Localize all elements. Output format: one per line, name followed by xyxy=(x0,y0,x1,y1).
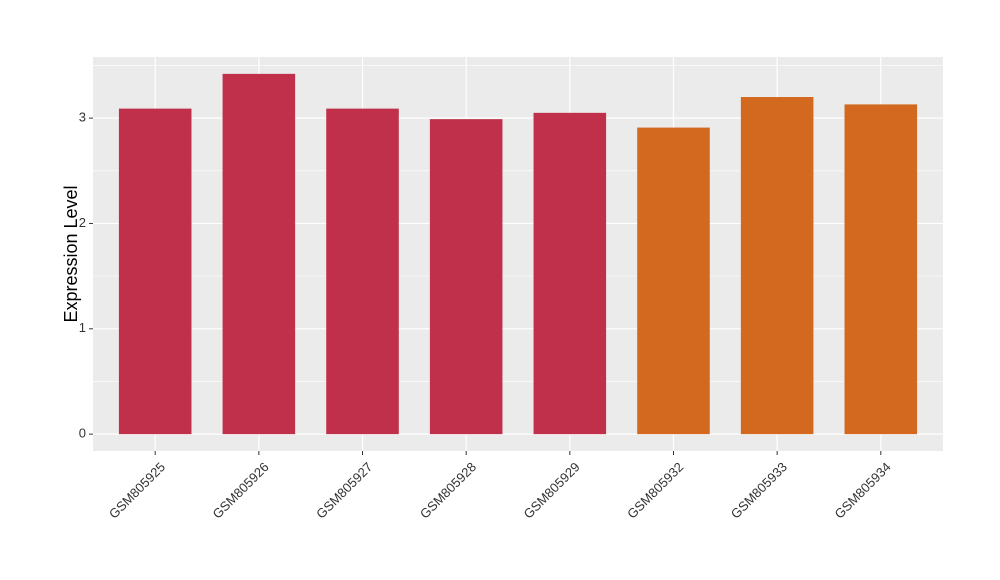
bar xyxy=(533,112,607,435)
x-tick-label: GSM805934 xyxy=(831,459,893,521)
x-tick-label: GSM805927 xyxy=(313,459,375,521)
bar xyxy=(429,119,503,435)
x-tick-label: GSM805929 xyxy=(521,459,583,521)
bar xyxy=(222,73,296,435)
y-axis-title: Expression Level xyxy=(61,185,81,322)
panel xyxy=(93,57,943,451)
y-tick-label: 3 xyxy=(79,110,86,125)
bar xyxy=(844,104,918,435)
x-tick-label: GSM805926 xyxy=(210,459,272,521)
bar xyxy=(326,108,399,435)
x-tick-label: GSM805933 xyxy=(728,459,790,521)
x-tick-label: GSM805932 xyxy=(624,459,686,521)
x-tick-label: GSM805928 xyxy=(417,459,479,521)
bar xyxy=(740,97,814,435)
y-tick-label: 2 xyxy=(79,215,86,230)
bar xyxy=(637,127,710,435)
y-tick-label: 0 xyxy=(79,426,86,441)
x-tick-label: GSM805925 xyxy=(106,459,168,521)
y-tick-label: 1 xyxy=(79,320,86,335)
bar xyxy=(118,108,192,435)
